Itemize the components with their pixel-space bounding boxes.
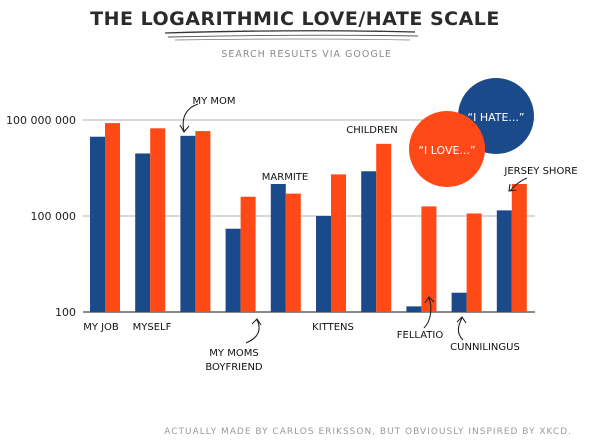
hate-bar [361, 171, 377, 312]
credit-line: ACTUALLY MADE BY CARLOS ERIKSSON, BUT OB… [164, 427, 572, 437]
category-label: FELLATIO [397, 330, 444, 341]
hate-bar [90, 136, 105, 312]
love-bar [376, 143, 392, 312]
love-bar [150, 128, 166, 312]
hate-bar [496, 210, 512, 312]
cunnilingus-arrow [457, 317, 464, 341]
love-bar [331, 174, 346, 312]
fellatio-arrow-head [424, 296, 435, 304]
hate-bar [316, 216, 331, 312]
category-label: CUNNILINGUS [450, 342, 520, 353]
love-bar [105, 123, 120, 312]
boyfriend-arrow [245, 319, 260, 344]
love-bar [285, 193, 301, 312]
fellatio-arrow [423, 297, 432, 329]
jersey-shore-arrow-head [508, 183, 517, 192]
love-bar [195, 131, 211, 312]
category-label: MYSELF [133, 322, 172, 333]
love-bar [466, 213, 482, 312]
boyfriend-arrow-head [251, 318, 262, 326]
category-label: MARMITE [262, 172, 308, 183]
category-label: KITTENS [312, 322, 354, 333]
category-label: BOYFRIEND [205, 362, 263, 373]
category-label: JERSEY SHORE [503, 166, 577, 177]
chart-subtitle: SEARCH RESULTS VIA GOOGLE [221, 49, 392, 60]
y-tick-label: 100 000 [31, 210, 77, 223]
hate-bar [225, 228, 241, 312]
love-bar [240, 196, 256, 312]
hate-bar [135, 153, 151, 312]
hate-bar [451, 292, 467, 312]
love-legend-label: “I LOVE...” [418, 144, 475, 157]
category-label: MY MOMS [209, 348, 258, 359]
category-label: MY JOB [83, 322, 119, 333]
love-legend-bubble [409, 111, 485, 187]
hate-bar [270, 184, 286, 312]
chart-title: THE LOGARITHMIC LOVE/HATE SCALE [90, 8, 500, 30]
y-tick-label: 100 [55, 306, 76, 319]
hate-bar [406, 306, 422, 312]
y-tick-label: 100 000 000 [6, 114, 76, 127]
my-mom-arrow-head [179, 124, 190, 133]
category-label: CHILDREN [346, 125, 397, 136]
jersey-shore-arrow [509, 177, 528, 192]
my-mom-arrow [182, 103, 199, 132]
love-bar [421, 206, 437, 312]
hate-bar [180, 135, 196, 312]
cunnilingus-arrow-head [456, 316, 467, 324]
hate-legend-label: “I HATE...” [467, 111, 524, 124]
love-bar [511, 184, 527, 312]
category-label: MY MOM [192, 96, 235, 107]
